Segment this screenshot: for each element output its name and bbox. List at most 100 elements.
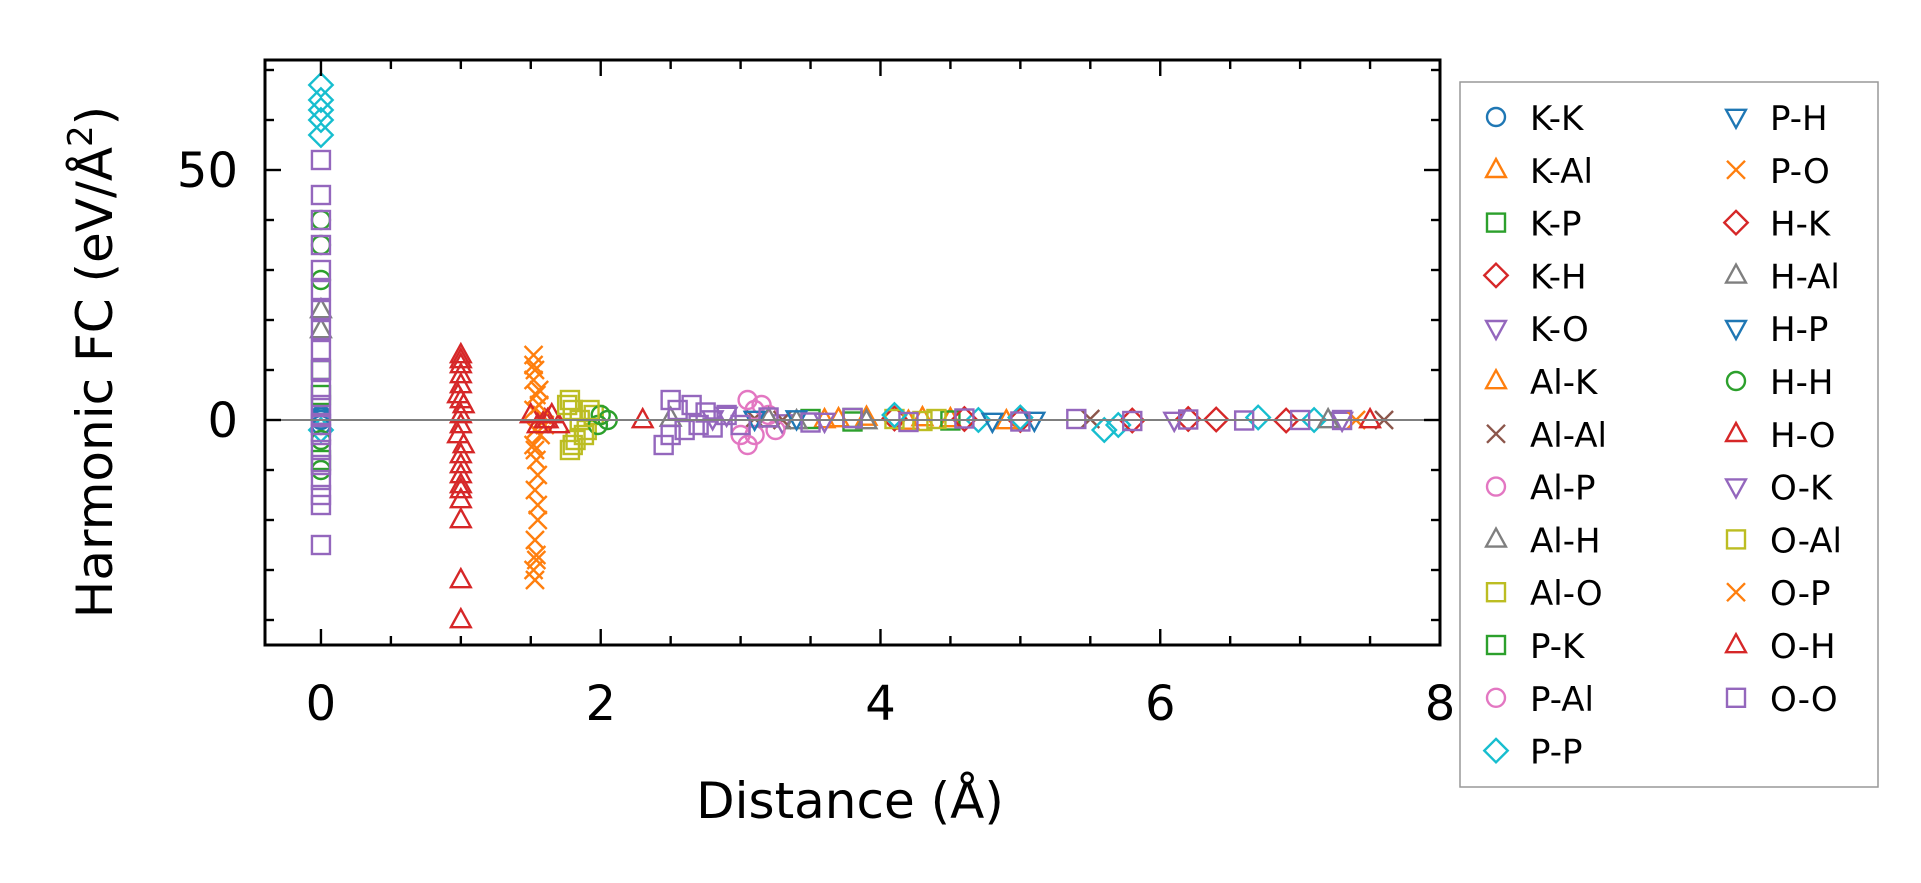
data-point: [951, 405, 978, 433]
data-point: [881, 405, 908, 432]
legend-label: K-K: [1530, 99, 1585, 139]
data-point: [307, 121, 335, 149]
legend-label: H-H: [1770, 363, 1833, 403]
legend-label: Al-H: [1530, 521, 1601, 561]
data-point: [527, 495, 548, 515]
legend-item: H-H: [1725, 363, 1833, 403]
data-point: [307, 106, 335, 134]
legend-label: O-Al: [1770, 521, 1842, 561]
data-point: [448, 361, 473, 384]
y-axis-label-sup: 2: [61, 125, 101, 147]
legend-marker: [1724, 631, 1748, 654]
data-point: [310, 469, 332, 491]
data-point: [1330, 411, 1355, 434]
x-tick-label: 0: [306, 676, 337, 732]
data-point: [1358, 406, 1382, 429]
y-axis-label: Harmonic FC (eV/Å2): [61, 106, 124, 618]
data-point: [309, 316, 333, 339]
data-point: [1272, 407, 1300, 434]
legend-item: Al-O: [1485, 574, 1603, 614]
legend-label: Al-K: [1530, 363, 1599, 403]
data-point: [448, 506, 473, 529]
legend-label: O-K: [1770, 469, 1834, 509]
data-point: [800, 412, 821, 433]
data-point: [310, 234, 332, 256]
legend-item: K-K: [1485, 99, 1585, 139]
axes: 0 2 4 6 8 0 50: [177, 58, 1455, 732]
legend-marker: [1724, 319, 1748, 342]
legend-item: Al-Al: [1486, 416, 1607, 456]
legend-frame: [1459, 81, 1879, 788]
series-P-O: [523, 345, 1366, 590]
data-point: [310, 359, 332, 381]
data-point: [310, 209, 332, 231]
y-tick-label: 0: [207, 393, 238, 449]
legend-item: O-P: [1726, 574, 1830, 614]
data-point: [660, 424, 681, 446]
data-point: [448, 461, 473, 484]
data-point: [583, 404, 604, 426]
data-point: [630, 406, 655, 429]
data-point: [751, 394, 772, 416]
data-point: [310, 454, 332, 476]
legend-label: H-O: [1770, 416, 1836, 456]
data-point: [695, 402, 716, 423]
data-point: [310, 259, 332, 281]
data-point: [310, 359, 332, 381]
legend: K-K K-Al K-P K-H K-O Al-K Al-Al Al-P Al-H Al-O P-K…: [1459, 81, 1879, 788]
data-point: [702, 417, 723, 438]
data-point: [310, 149, 332, 171]
legend-item: P-H: [1724, 99, 1828, 139]
data-point: [310, 279, 332, 301]
legend-marker: [1725, 529, 1747, 550]
y-axis-label-close: ): [66, 106, 124, 126]
data-point: [310, 424, 332, 446]
data-point: [307, 86, 335, 114]
legend-marker: [1724, 108, 1748, 131]
data-point: [451, 431, 476, 454]
legend-item: O-K: [1724, 469, 1834, 509]
data-point: [448, 386, 473, 409]
legend-marker: [1485, 582, 1507, 603]
series-O-H: [448, 346, 560, 494]
legend-item: K-Al: [1484, 152, 1593, 192]
legend-marker: [1722, 209, 1750, 236]
data-point: [448, 566, 473, 589]
legend-marker: [1724, 420, 1748, 443]
x-axis-label: Distance (Å): [696, 772, 1004, 830]
legend-marker: [1485, 212, 1507, 233]
legend-label: Al-Al: [1530, 416, 1607, 456]
legend-marker: [1482, 737, 1510, 764]
legend-label: Al-O: [1530, 574, 1603, 614]
legend-item: Al-P: [1485, 469, 1595, 509]
legend-item: P-P: [1482, 733, 1583, 773]
data-point: [448, 401, 473, 424]
data-point: [310, 209, 332, 231]
data-point: [310, 439, 332, 461]
data-point: [310, 184, 332, 206]
data-point: [525, 440, 545, 460]
data-point: [527, 510, 548, 530]
data-point: [1300, 406, 1328, 434]
legend-marker: [1485, 634, 1507, 656]
series-P-P: [307, 71, 1328, 444]
data-point: [310, 379, 332, 401]
plot-marks: [307, 71, 1394, 629]
legend-item: P-K: [1485, 627, 1586, 667]
legend-marker: [1724, 478, 1748, 500]
series-O-P: [523, 355, 550, 570]
legend-marker: [1484, 526, 1508, 548]
data-point: [556, 394, 578, 416]
data-point: [688, 414, 709, 436]
legend-label: P-P: [1530, 733, 1583, 773]
legend-item: P-Al: [1485, 680, 1594, 720]
legend-item: H-P: [1724, 310, 1828, 350]
data-point: [658, 405, 683, 427]
data-point: [307, 96, 335, 124]
legend-marker: [1485, 476, 1507, 497]
legend-marker: [1484, 156, 1508, 179]
legend-label: O-H: [1770, 627, 1836, 667]
legend-label: K-P: [1530, 205, 1582, 245]
series-H-H: [310, 209, 618, 481]
data-point: [448, 476, 473, 499]
